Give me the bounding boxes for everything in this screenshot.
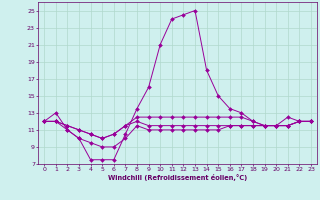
- X-axis label: Windchill (Refroidissement éolien,°C): Windchill (Refroidissement éolien,°C): [108, 174, 247, 181]
